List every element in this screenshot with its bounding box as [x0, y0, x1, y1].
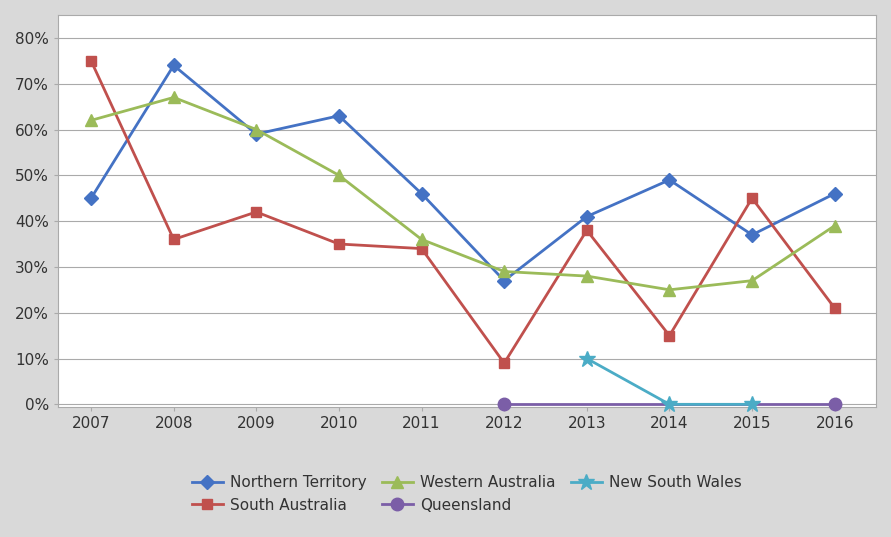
Western Australia: [86, 117, 96, 124]
South Australia: [416, 245, 427, 252]
South Australia: [251, 209, 262, 215]
Western Australia: [747, 278, 757, 284]
Queensland: [499, 401, 510, 408]
Northern Territory: [747, 231, 757, 238]
South Australia: [333, 241, 344, 247]
Line: Northern Territory: Northern Territory: [86, 61, 839, 286]
Queensland: [830, 401, 840, 408]
Western Australia: [251, 126, 262, 133]
South Australia: [830, 305, 840, 311]
South Australia: [499, 360, 510, 366]
Western Australia: [664, 287, 674, 293]
South Australia: [168, 236, 179, 243]
Western Australia: [582, 273, 593, 279]
Northern Territory: [86, 195, 96, 201]
New South Wales: [664, 401, 674, 408]
South Australia: [664, 332, 674, 339]
Line: South Australia: South Australia: [86, 56, 839, 368]
Western Australia: [168, 94, 179, 100]
South Australia: [582, 227, 593, 234]
Line: Queensland: Queensland: [498, 398, 841, 411]
Western Australia: [830, 222, 840, 229]
Northern Territory: [333, 113, 344, 119]
Northern Territory: [168, 62, 179, 69]
Northern Territory: [416, 191, 427, 197]
Northern Territory: [664, 177, 674, 183]
Northern Territory: [582, 213, 593, 220]
New South Wales: [582, 355, 593, 362]
Line: New South Wales: New South Wales: [578, 350, 760, 412]
Line: Western Australia: Western Australia: [86, 92, 840, 295]
Western Australia: [499, 268, 510, 275]
South Australia: [747, 195, 757, 201]
Western Australia: [416, 236, 427, 243]
Western Australia: [333, 172, 344, 178]
Legend: Northern Territory, South Australia, Western Australia, Queensland, New South Wa: Northern Territory, South Australia, Wes…: [186, 469, 748, 519]
Northern Territory: [830, 191, 840, 197]
New South Wales: [747, 401, 757, 408]
South Australia: [86, 57, 96, 64]
Northern Territory: [251, 131, 262, 137]
Northern Territory: [499, 278, 510, 284]
